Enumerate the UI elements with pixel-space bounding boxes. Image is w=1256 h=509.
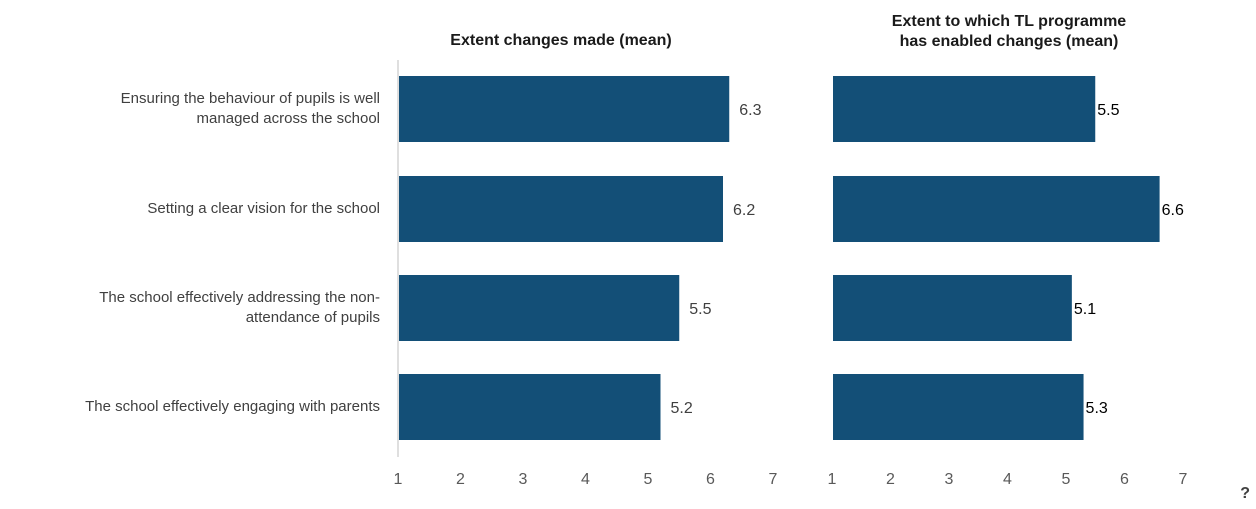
category-label-3: The school effectively addressing the no…: [0, 288, 380, 328]
panel-1-tick-label-6: 6: [706, 471, 715, 488]
panel-1-tick-label-5: 5: [644, 471, 653, 488]
panel-2-tick-label-6: 6: [1120, 471, 1129, 488]
right-panel-title: Extent to which TL programme has enabled…: [826, 12, 1192, 52]
panel-1-tick-label-7: 7: [769, 471, 778, 488]
panel-1-value-label-1: 6.3: [739, 102, 761, 119]
panel-2-value-label-3: 5.1: [1074, 301, 1096, 318]
panel-2-bar-3: [833, 275, 1072, 341]
panel-1-bar-2: [399, 176, 723, 242]
category-label-1-line-2: managed across the school: [196, 110, 380, 127]
category-label-1-line-1: Ensuring the behaviour of pupils is well: [120, 90, 380, 107]
panel-1-value-label-4: 5.2: [671, 400, 693, 417]
category-label-4-line-1: The school effectively engaging with par…: [85, 398, 380, 415]
panel-2-tick-label-3: 3: [945, 471, 954, 488]
panel-2-bar-1: [833, 76, 1096, 142]
panel-1-bar-1: [399, 76, 730, 142]
panel-2-tick-label-7: 7: [1179, 471, 1188, 488]
panel-2-value-label-4: 5.3: [1086, 400, 1108, 417]
panel-2-value-label-1: 5.5: [1097, 102, 1119, 119]
panel-2-tick-label-2: 2: [886, 471, 895, 488]
category-label-4: The school effectively engaging with par…: [0, 397, 380, 417]
panel-1-bar-3: [399, 275, 680, 341]
panel-2-tick-label-5: 5: [1062, 471, 1071, 488]
panel-2-tick-label-4: 4: [1003, 471, 1012, 488]
left-panel-title-text: Extent changes made (mean): [450, 32, 672, 49]
category-label-2-line-1: Setting a clear vision for the school: [147, 200, 380, 217]
panel-2-bar-4: [833, 374, 1084, 440]
right-panel-title-line-1: Extent to which TL programme: [891, 13, 1127, 30]
left-panel-title: Extent changes made (mean): [398, 31, 724, 51]
panel-2-tick-label-1: 1: [828, 471, 837, 488]
category-label-3-line-1: The school effectively addressing the no…: [99, 289, 380, 306]
panel-2-bar-2: [833, 176, 1160, 242]
panel-1-value-label-3: 5.5: [689, 301, 711, 318]
corner-question-mark: ?: [1240, 485, 1250, 502]
panel-1-tick-label-2: 2: [456, 471, 465, 488]
panel-1-bar-4: [399, 374, 661, 440]
category-label-3-line-2: attendance of pupils: [245, 309, 380, 326]
panel-1-tick-label-1: 1: [394, 471, 403, 488]
panel-2-value-label-2: 6.6: [1162, 202, 1184, 219]
right-panel-title-line-2: has enabled changes (mean): [899, 33, 1119, 50]
panel-1-value-label-2: 6.2: [733, 202, 755, 219]
panel-1-tick-label-3: 3: [519, 471, 528, 488]
category-label-1: Ensuring the behaviour of pupils is well…: [0, 89, 380, 129]
category-label-2: Setting a clear vision for the school: [0, 199, 380, 219]
panel-1-tick-label-4: 4: [581, 471, 590, 488]
